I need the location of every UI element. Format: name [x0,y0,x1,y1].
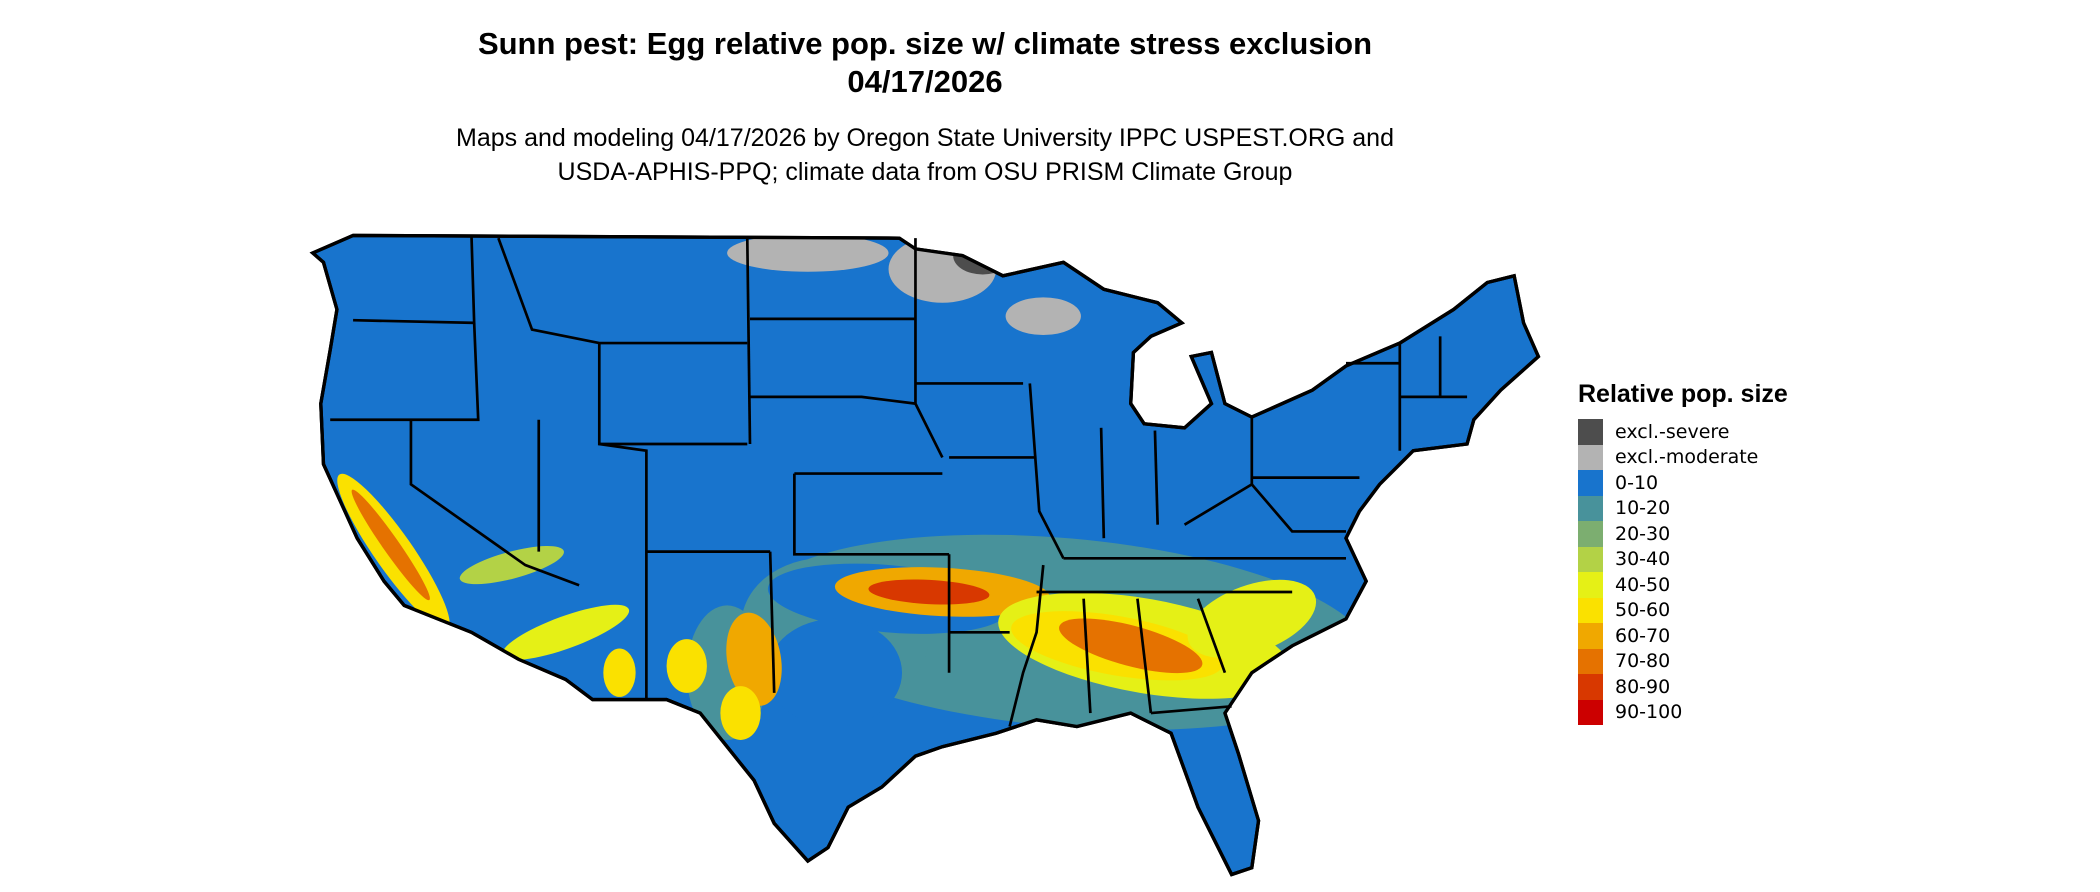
risk-zone [351,489,430,601]
legend-label: 60-70 [1615,624,1671,647]
legend-label: 70-80 [1615,650,1671,673]
legend-swatch [1578,674,1603,700]
risk-zone [603,648,636,697]
state-border [1099,427,1106,539]
legend-label: 20-30 [1615,522,1671,545]
state-border [768,551,776,693]
risk-zone [459,546,564,585]
legend-item: excl.-moderate [1578,444,1788,470]
state-border [1183,482,1346,533]
state-border [1028,383,1065,559]
legend-label: excl.-moderate [1615,446,1759,469]
subtitle-line-1: Maps and modeling 04/17/2026 by Oregon S… [456,124,1394,152]
risk-zone [767,618,903,727]
legend-title: Relative pop. size [1578,380,1788,408]
legend-item: 60-70 [1578,623,1788,649]
map-title: Sunn pest: Egg relative pop. size w/ cli… [477,26,1373,61]
risk-zone [726,612,782,706]
state-border [497,237,748,345]
state-border [330,322,480,422]
legend-item: 20-30 [1578,521,1788,547]
risk-zone [666,639,707,693]
legend-swatch [1578,546,1603,572]
legend-item: excl.-severe [1578,419,1788,445]
map-date: 04/17/2026 [847,64,1003,99]
state-border [1082,598,1092,714]
risk-zone [720,686,761,740]
risk-zone [1059,618,1203,674]
state-borders [330,235,1468,727]
legend-swatch [1578,444,1603,470]
legend-label: 30-40 [1615,548,1671,571]
state-border [1136,598,1153,714]
legend-swatch [1578,597,1603,623]
risk-zone [868,579,990,605]
legend-item: 80-90 [1578,674,1788,700]
subtitle-line-2: USDA-APHIS-PPQ; climate data from OSU PR… [557,158,1293,186]
coastline [309,233,1541,877]
legend-label: 50-60 [1615,599,1671,622]
state-border [1153,430,1159,525]
legend-item: 30-40 [1578,546,1788,572]
legend-label: 90-100 [1615,701,1683,724]
state-border [599,442,648,700]
legend-swatch [1578,470,1603,496]
state-border [1150,704,1232,715]
legend-swatch [1578,419,1603,445]
risk-zone [502,604,630,660]
legend-label: 10-20 [1615,497,1671,520]
state-border [745,238,752,444]
legend-label: 0-10 [1615,471,1659,494]
legend-label: 80-90 [1615,675,1671,698]
state-border [793,473,950,556]
state-border [914,238,944,459]
state-border [749,395,916,405]
legend-swatch [1578,699,1603,725]
legend: Relative pop. size excl.-severe excl.-mod… [1578,380,1788,725]
legend-swatch [1578,495,1603,521]
legend-swatch [1578,648,1603,674]
exclusion-moderate-zone [727,235,889,272]
legend-item: 70-80 [1578,648,1788,674]
legend-item: 40-50 [1578,572,1788,598]
state-border [1196,598,1227,674]
risk-zone [1187,579,1317,658]
legend-label: excl.-severe [1615,420,1730,443]
state-border [597,343,748,446]
legend-item: 90-100 [1578,699,1788,725]
exclusion-moderate-zone [1005,297,1081,336]
legend-swatch [1578,572,1603,598]
legend-label: 40-50 [1615,573,1671,596]
state-border [409,419,580,587]
state-border [1008,564,1045,727]
legend-swatch [1578,623,1603,649]
legend-item: 10-20 [1578,495,1788,521]
legend-item: 50-60 [1578,597,1788,623]
legend-swatch [1578,521,1603,547]
legend-item: 0-10 [1578,470,1788,496]
